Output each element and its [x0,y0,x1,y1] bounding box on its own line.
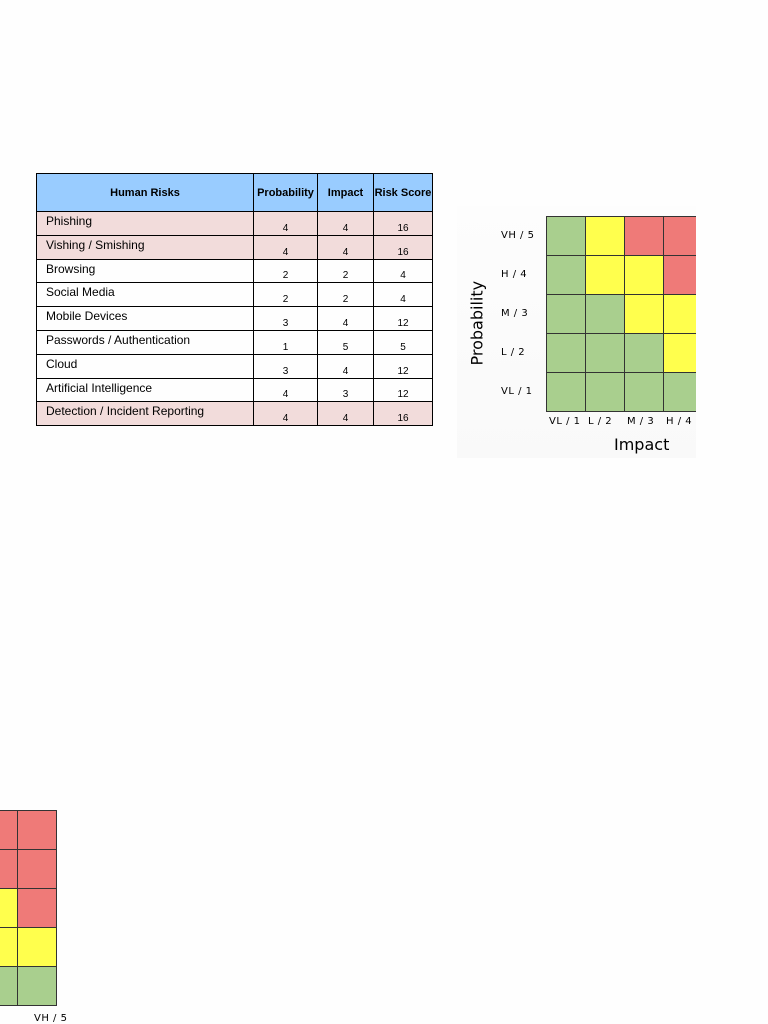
risk-score-cell: 16 [373,211,433,236]
impact-cell: 4 [317,353,374,379]
risk-name-cell: Browsing [36,258,254,284]
header-impact: Impact [317,173,374,212]
risk-name-cell: Detection / Incident Reporting [36,401,254,427]
fragment-cell [0,811,18,850]
impact-cell: 4 [317,211,374,236]
heatmap-y-label: L / 2 [501,347,526,358]
impact-cell: 4 [317,234,374,260]
heatmap-y-label: VL / 1 [501,386,533,397]
risk-name-cell: Mobile Devices [36,306,254,331]
probability-cell: 2 [253,258,318,284]
fragment-grid [0,810,57,1006]
fragment-cell [0,928,18,967]
risk-score-cell: 12 [373,377,433,403]
header-risk-score: Risk Score [373,173,433,212]
table-row: Mobile Devices 3 4 12 [36,306,433,331]
fragment-x-label: VH / 5 [34,1013,68,1024]
risk-name-cell: Artificial Intelligence [36,377,254,403]
heatmap-cell [586,295,625,334]
table-header-row: Human Risks Probability Impact Risk Scor… [36,173,433,212]
probability-cell: 3 [253,306,318,331]
heatmap-fragment: VH / 5 [0,810,80,1024]
heatmap-cell [547,295,586,334]
table-row: Vishing / Smishing 4 4 16 [36,234,433,260]
fragment-cell [0,967,18,1006]
heatmap-cell [625,295,664,334]
table-row: Passwords / Authentication 1 5 5 [36,329,433,355]
heatmap-cell [625,334,664,373]
table-row: Artificial Intelligence 4 3 12 [36,377,433,403]
heatmap-y-label: M / 3 [501,308,529,319]
impact-cell: 2 [317,282,374,308]
heatmap-y-title: Probability [467,280,487,366]
risk-score-cell: 12 [373,306,433,331]
risk-score-cell: 4 [373,258,433,284]
risk-score-cell: 5 [373,329,433,355]
fragment-cell [0,889,18,928]
probability-cell: 4 [253,377,318,403]
heatmap-x-label: H / 4 [666,416,693,427]
probability-cell: 1 [253,329,318,355]
table-row: Cloud 3 4 12 [36,353,433,379]
fragment-cell [18,889,57,928]
impact-cell: 3 [317,377,374,403]
header-probability: Probability [253,173,318,212]
heatmap-y-label: VH / 5 [501,230,535,241]
heatmap-x-label: VL / 1 [549,416,581,427]
heatmap-grid [546,216,696,412]
fragment-cell [18,811,57,850]
table-row: Detection / Incident Reporting 4 4 16 [36,401,433,427]
heatmap-cell [586,373,625,412]
heatmap-cell [547,217,586,256]
header-human-risks: Human Risks [36,173,254,212]
heatmap-cell [547,256,586,295]
risk-name-cell: Social Media [36,282,254,308]
impact-cell: 4 [317,401,374,427]
risk-score-cell: 12 [373,353,433,379]
risk-name-cell: Vishing / Smishing [36,234,254,260]
heatmap-cell [664,373,696,412]
heatmap-cell [664,256,696,295]
risk-score-cell: 4 [373,282,433,308]
risk-score-cell: 16 [373,401,433,427]
heatmap-cell [664,217,696,256]
impact-cell: 5 [317,329,374,355]
heatmap-cell [586,256,625,295]
heatmap-cell [664,295,696,334]
fragment-cell [18,850,57,889]
probability-cell: 4 [253,211,318,236]
table-row: Browsing 2 2 4 [36,258,433,284]
probability-cell: 4 [253,234,318,260]
impact-cell: 2 [317,258,374,284]
heatmap-cell [625,373,664,412]
heatmap-cell [547,334,586,373]
heatmap-cell [625,256,664,295]
heatmap-x-title: Impact [614,435,670,454]
heatmap-cell [664,334,696,373]
human-risks-table: Human Risks Probability Impact Risk Scor… [36,173,433,427]
heatmap-cell [586,217,625,256]
risk-name-cell: Passwords / Authentication [36,329,254,355]
probability-cell: 2 [253,282,318,308]
probability-cell: 3 [253,353,318,379]
heatmap-y-label: H / 4 [501,269,528,280]
table-row: Social Media 2 2 4 [36,282,433,308]
risk-score-cell: 16 [373,234,433,260]
heatmap-cell [625,217,664,256]
heatmap-x-label: L / 2 [588,416,613,427]
probability-cell: 4 [253,401,318,427]
table-row: Phishing 4 4 16 [36,211,433,236]
fragment-cell [18,967,57,1006]
heatmap-cell [586,334,625,373]
risk-name-cell: Phishing [36,211,254,236]
fragment-cell [18,928,57,967]
heatmap-cell [547,373,586,412]
risk-name-cell: Cloud [36,353,254,379]
fragment-cell [0,850,18,889]
heatmap-x-label: M / 3 [627,416,655,427]
impact-cell: 4 [317,306,374,331]
